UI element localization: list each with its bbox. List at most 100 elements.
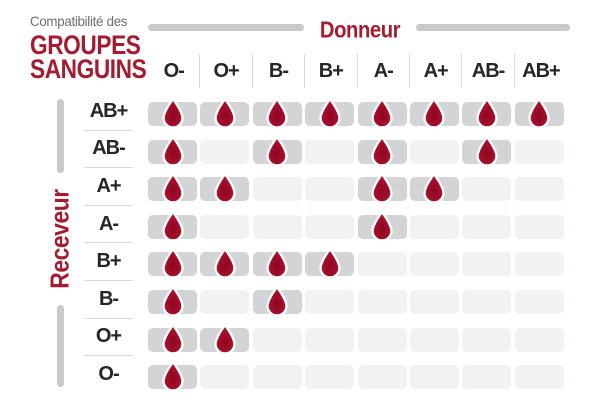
blood-drop-icon [371, 97, 393, 129]
blood-drop-icon [161, 323, 184, 355]
incompatible-cell-A--from-B- [252, 214, 302, 239]
blood-drop-icon [371, 172, 393, 204]
blood-drop-icon [214, 97, 236, 129]
main-title-line2: SANGUINS [30, 54, 147, 84]
donor-col-header-AB+: AB+ [522, 59, 561, 82]
incompatible-cell-O--from-B- [252, 365, 302, 390]
incompatible-cell-O+-from-AB+ [514, 327, 564, 352]
incompatible-cell-O--from-AB- [462, 365, 512, 390]
blood-drop-icon [423, 172, 446, 204]
compatible-cell-AB+-from-O+ [200, 97, 250, 129]
incompatible-cell-B--from-O+ [200, 289, 250, 314]
incompatible-cell-B--from-B+ [305, 289, 355, 314]
donor-col-header-B-: B- [253, 54, 306, 88]
compatible-cell-A+-from-A+ [409, 172, 459, 204]
incompatible-cell-B--from-AB+ [514, 289, 564, 314]
incompatible-cell-A+-from-B- [252, 177, 302, 202]
compatible-cell-AB+-from-AB- [462, 97, 512, 129]
blood-drop-icon [161, 135, 184, 167]
incompatible-cell-AB--from-B+ [305, 139, 355, 164]
compatible-cell-AB+-from-A+ [409, 97, 459, 129]
compatible-cell-AB--from-O- [148, 135, 197, 167]
incompatible-cell-O+-from-A+ [409, 327, 459, 352]
donor-col-header-O-: O- [148, 54, 201, 88]
compatible-cell-O+-from-O+ [200, 323, 250, 355]
incompatible-cell-O+-from-AB- [462, 327, 512, 352]
receiver-axis-bar-bottom [56, 305, 64, 387]
incompatible-cell-A--from-A+ [409, 214, 459, 239]
incompatible-cell-O--from-A- [357, 365, 407, 390]
blood-drop-icon [161, 210, 184, 242]
receiver-row-header-AB+: AB+ [84, 93, 133, 131]
receiver-row-header-B+: B+ [84, 243, 133, 281]
incompatible-cell-A+-from-B+ [305, 177, 355, 202]
compatible-cell-AB+-from-O- [148, 97, 197, 129]
compatible-cell-B+-from-O- [148, 248, 197, 280]
receiver-axis-label: Receveur [44, 189, 75, 289]
compatible-cell-A--from-O- [148, 210, 197, 242]
donor-col-header-A-: A- [358, 54, 410, 88]
incompatible-cell-O--from-A+ [409, 365, 459, 390]
incompatible-cell-B--from-A+ [409, 289, 459, 314]
blood-drop-icon [214, 172, 236, 204]
compatible-cell-A+-from-O- [148, 172, 197, 204]
blood-drop-icon [214, 248, 236, 280]
blood-drop-icon [318, 97, 341, 129]
compatible-cell-O--from-O- [148, 360, 197, 392]
pretitle: Compatibilité des [30, 13, 128, 29]
blood-drop-icon [528, 97, 550, 129]
incompatible-cell-A--from-AB+ [514, 214, 564, 239]
donor-col-header-B+: B+ [305, 54, 358, 88]
blood-drop-icon [371, 210, 393, 242]
blood-drop-icon [318, 248, 341, 280]
compatible-cell-A+-from-A- [357, 172, 407, 204]
incompatible-cell-B+-from-AB- [462, 252, 512, 277]
receiver-row-labels: AB+ AB- A+ A- B+ B- O+ O- [84, 93, 133, 394]
title-block: Compatibilité des GROUPES SANGUINS [30, 13, 169, 84]
incompatible-cell-O--from-B+ [305, 365, 355, 390]
donor-col-header-AB-: AB- [462, 54, 515, 88]
compatible-cell-AB+-from-A- [357, 97, 407, 129]
blood-drop-icon [161, 285, 184, 317]
compatible-cell-AB+-from-B- [252, 97, 302, 129]
compatible-cell-AB--from-B- [252, 135, 302, 167]
incompatible-cell-B+-from-AB+ [514, 252, 564, 277]
receiver-row-header-AB-: AB- [84, 131, 133, 169]
receiver-axis-bar-top [56, 99, 64, 173]
donor-axis-bar-right [416, 24, 570, 31]
receiver-row-header-A-: A- [84, 206, 133, 244]
compatible-cell-A--from-A- [357, 210, 407, 242]
compatibility-grid [148, 97, 564, 392]
incompatible-cell-AB--from-A+ [409, 139, 459, 164]
blood-drop-icon [266, 248, 288, 280]
blood-drop-icon [161, 172, 184, 204]
main-title-line1: GROUPES [30, 30, 141, 60]
donor-col-header-A+: A+ [410, 54, 463, 88]
blood-drop-icon [161, 360, 184, 392]
incompatible-cell-B--from-A- [357, 289, 407, 314]
receiver-row-header-B-: B- [84, 281, 133, 319]
donor-column-headers: O- O+ B- B+ A- A+ AB- AB+ [148, 54, 567, 88]
incompatible-cell-A--from-B+ [305, 214, 355, 239]
blood-drop-icon [214, 323, 236, 355]
compatible-cell-AB--from-A- [357, 135, 407, 167]
incompatible-cell-AB--from-AB+ [514, 139, 564, 164]
incompatible-cell-A--from-AB- [462, 214, 512, 239]
receiver-row-header-A+: A+ [84, 168, 133, 206]
blood-drop-icon [161, 97, 184, 129]
incompatible-cell-B+-from-A+ [409, 252, 459, 277]
blood-drop-icon [161, 248, 184, 280]
incompatible-cell-B+-from-A- [357, 252, 407, 277]
blood-drop-icon [371, 135, 393, 167]
compatible-cell-AB+-from-AB+ [514, 97, 564, 129]
blood-drop-icon [476, 97, 498, 129]
blood-drop-icon [266, 285, 288, 317]
incompatible-cell-O--from-O+ [200, 365, 250, 390]
compatible-cell-A+-from-O+ [200, 172, 250, 204]
compatible-cell-B+-from-B+ [305, 248, 355, 280]
donor-col-header-O+: O+ [200, 54, 253, 88]
incompatible-cell-O+-from-B- [252, 327, 302, 352]
incompatible-cell-A+-from-AB+ [514, 177, 564, 202]
incompatible-cell-O--from-AB+ [514, 365, 564, 390]
